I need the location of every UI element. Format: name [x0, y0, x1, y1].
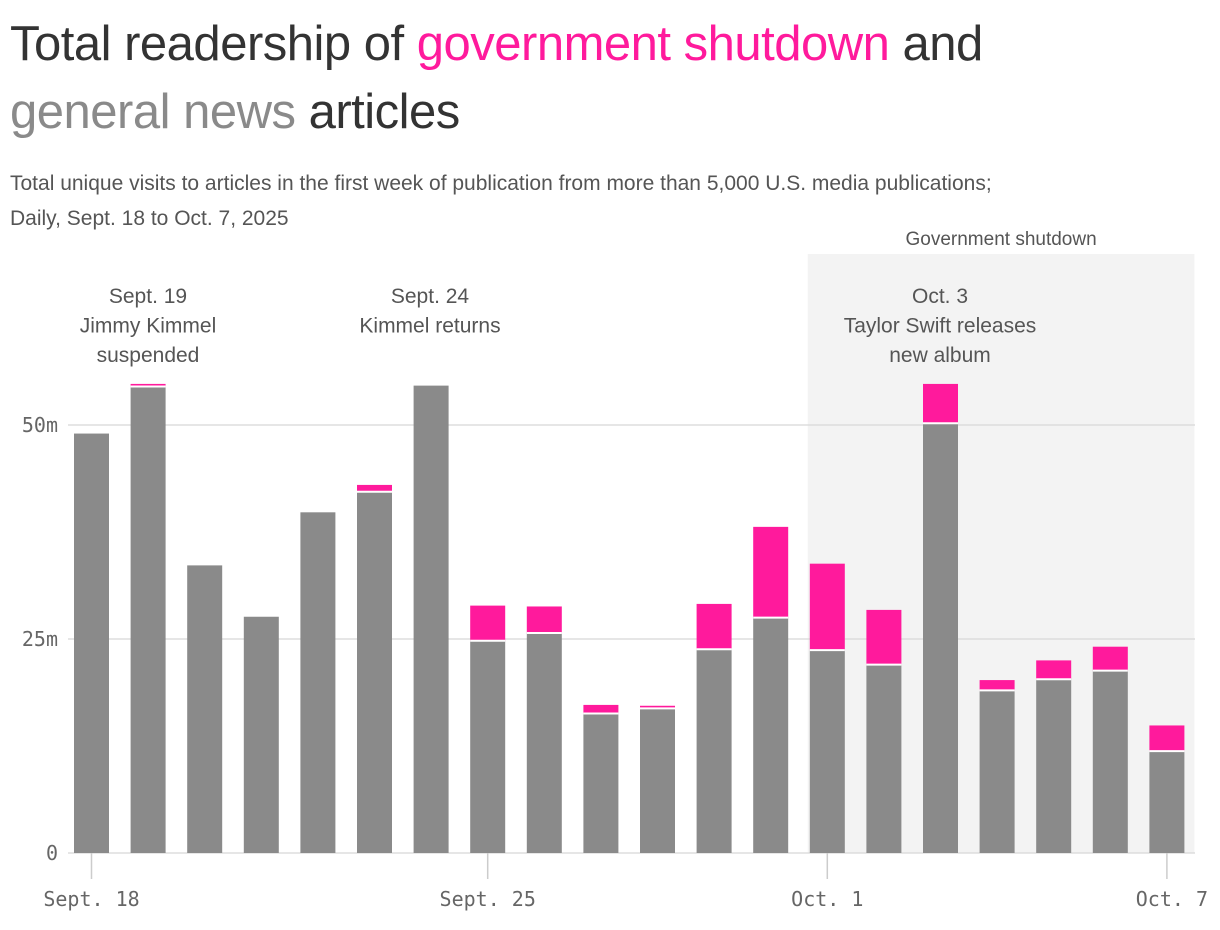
- bar-general-news: [357, 491, 392, 853]
- bar-government-shutdown: [526, 606, 562, 634]
- annotation-line: Sept. 24: [391, 285, 470, 308]
- bar-government-shutdown: [979, 680, 1015, 691]
- bar-general-news: [1092, 670, 1128, 853]
- title-part-2: and: [889, 17, 984, 71]
- bar-general-news: [1036, 679, 1072, 853]
- bar-general-news: [866, 664, 902, 853]
- annotation-line: Taylor Swift releases: [844, 315, 1037, 338]
- bar-general-news: [130, 386, 166, 853]
- bar-general-news: [1149, 751, 1185, 853]
- shutdown-region-label: Government shutdown: [906, 229, 1097, 250]
- title-highlight-shutdown: government shutdown: [416, 17, 890, 71]
- bar-government-shutdown: [640, 705, 675, 709]
- bar-government-shutdown: [130, 383, 166, 387]
- bar-general-news: [640, 708, 675, 853]
- subtitle-line-2: Daily, Sept. 18 to Oct. 7, 2025: [10, 207, 289, 230]
- chart-title: Total readership of government shutdown …: [10, 10, 1200, 146]
- bar-government-shutdown: [583, 704, 619, 714]
- bar-general-news: [979, 690, 1015, 853]
- annotation-line: Sept. 19: [109, 285, 187, 308]
- annotation-line: new album: [889, 344, 991, 367]
- x-tick-label: Sept. 25: [440, 887, 536, 911]
- x-tick-label: Sept. 18: [43, 887, 139, 911]
- x-tick-label: Oct. 1: [791, 887, 863, 911]
- annotation-line: suspended: [97, 344, 200, 367]
- bar-government-shutdown: [923, 383, 958, 424]
- y-tick-label: 0: [46, 841, 58, 865]
- annotation-line: Jimmy Kimmel: [80, 315, 217, 338]
- bar-general-news: [583, 713, 619, 853]
- bar-government-shutdown: [1149, 725, 1185, 752]
- y-tick-label: 25m: [22, 627, 58, 651]
- bar-government-shutdown: [809, 563, 845, 651]
- bar-general-news: [187, 565, 223, 853]
- annotation-line: Oct. 3: [912, 285, 968, 308]
- subtitle-line-1: Total unique visits to articles in the f…: [10, 172, 992, 195]
- bar-government-shutdown: [1092, 646, 1128, 671]
- title-part-3: articles: [295, 85, 461, 139]
- bar-general-news: [526, 633, 562, 853]
- chart-subtitle: Total unique visits to articles in the f…: [10, 166, 1210, 236]
- bar-general-news: [243, 616, 279, 853]
- title-highlight-general: general news: [10, 85, 296, 139]
- bar-government-shutdown: [357, 484, 392, 492]
- x-tick-label: Oct. 7: [1136, 887, 1208, 911]
- bar-general-news: [923, 423, 958, 853]
- bar-government-shutdown: [1036, 660, 1072, 680]
- bar-general-news: [753, 617, 789, 853]
- bar-government-shutdown: [696, 603, 732, 650]
- bar-government-shutdown: [470, 605, 506, 641]
- bar-general-news: [413, 385, 449, 853]
- y-tick-label: 50m: [22, 413, 58, 437]
- title-part-1: Total readership of: [10, 17, 417, 71]
- bar-government-shutdown: [866, 609, 902, 665]
- bar-general-news: [696, 649, 732, 853]
- bar-general-news: [300, 512, 336, 853]
- bar-government-shutdown: [753, 526, 789, 618]
- bar-general-news: [74, 433, 109, 853]
- annotation-line: Kimmel returns: [359, 315, 500, 338]
- bar-general-news: [809, 650, 845, 853]
- bar-general-news: [470, 640, 506, 853]
